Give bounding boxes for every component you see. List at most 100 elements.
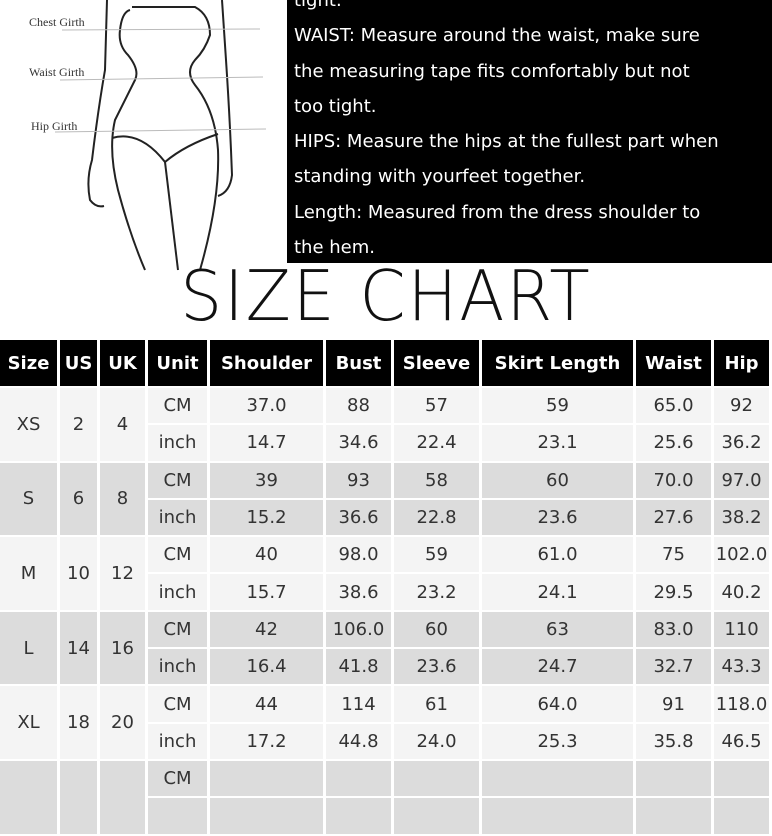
- value-cell: 36.2: [714, 425, 772, 463]
- value-cell: inch: [148, 723, 210, 761]
- uk-cell: [100, 760, 148, 836]
- size-cell: L: [0, 611, 60, 687]
- table-row-cm: CM: [148, 760, 772, 799]
- table-header: Size US UK Unit Shoulder Bust Sleeve Skirt Leng…: [0, 340, 772, 388]
- table-row-cm: CM 42 106.0 60 63 83.0 110: [148, 611, 772, 650]
- value-cell: 25.6: [636, 425, 714, 463]
- value-cell: 118.0: [714, 686, 772, 724]
- table-row-group: CM: [0, 760, 772, 836]
- us-cell: 14: [60, 611, 100, 687]
- value-cell: [394, 760, 482, 799]
- value-cell: 24.1: [482, 574, 636, 612]
- value-cell: [482, 760, 636, 799]
- us-cell: [60, 760, 100, 836]
- value-cell: inch: [148, 649, 210, 687]
- value-cell: [714, 798, 772, 836]
- value-cell: 27.6: [636, 499, 714, 538]
- table-row-group: S 6 8 CM 39 93 58 60 70.0 97.0 inch 15.2 36.6 22.8 23.…: [0, 462, 772, 538]
- value-cell: 24.7: [482, 649, 636, 687]
- column-header: Hip: [714, 340, 772, 388]
- uk-cell: 4: [100, 388, 148, 463]
- size-cell: XL: [0, 686, 60, 761]
- value-cell: 64.0: [482, 686, 636, 724]
- value-cell: 38.2: [714, 499, 772, 538]
- value-cell: CM: [148, 388, 210, 426]
- value-cell: [394, 798, 482, 836]
- value-cell: CM: [148, 686, 210, 724]
- column-header: US: [60, 340, 100, 388]
- column-header: UK: [100, 340, 148, 388]
- value-cell: inch: [148, 425, 210, 463]
- value-cell: CM: [148, 611, 210, 650]
- value-cell: 44: [210, 686, 326, 724]
- table-row-cm: CM 44 114 61 64.0 91 118.0: [148, 686, 772, 724]
- value-cell: 59: [482, 388, 636, 426]
- value-cell: 98.0: [326, 537, 394, 575]
- table-row-cm: CM 40 98.0 59 61.0 75 102.0: [148, 537, 772, 575]
- size-chart-table: Size US UK Unit Shoulder Bust Sleeve Skirt Leng…: [0, 340, 772, 836]
- instruction-line: tight.: [294, 0, 342, 11]
- value-cell: 22.8: [394, 499, 482, 538]
- value-cell: 39: [210, 462, 326, 500]
- us-cell: 18: [60, 686, 100, 761]
- value-cell: 92: [714, 388, 772, 426]
- value-cell: 16.4: [210, 649, 326, 687]
- value-cell: 97.0: [714, 462, 772, 500]
- value-cell: 57: [394, 388, 482, 426]
- value-cell: 22.4: [394, 425, 482, 463]
- value-cell: 23.2: [394, 574, 482, 612]
- value-cell: CM: [148, 760, 210, 799]
- value-cell: CM: [148, 537, 210, 575]
- value-cell: 42: [210, 611, 326, 650]
- value-cell: 63: [482, 611, 636, 650]
- value-cell: 25.3: [482, 723, 636, 761]
- value-cell: 41.8: [326, 649, 394, 687]
- body-outline-illustration: [54, 0, 267, 271]
- value-cell: [636, 760, 714, 799]
- measurement-instructions: tight. WAIST: Measure around the waist, m…: [287, 0, 772, 263]
- column-header: Skirt Length: [482, 340, 636, 388]
- column-header: Sleeve: [394, 340, 482, 388]
- value-cell: 32.7: [636, 649, 714, 687]
- size-cell: [0, 760, 60, 836]
- table-row-group: XS 2 4 CM 37.0 88 57 59 65.0 92 inch 14.7 34.6 22.4 23…: [0, 388, 772, 463]
- table-row-group: M 10 12 CM 40 98.0 59 61.0 75 102.0 inch 15.7 38.6 23…: [0, 537, 772, 612]
- table-row-group: XL 18 20 CM 44 114 61 64.0 91 118.0 inch 17.2 44.8 24…: [0, 686, 772, 761]
- uk-cell: 16: [100, 611, 148, 687]
- value-cell: 65.0: [636, 388, 714, 426]
- table-row-cm: CM 37.0 88 57 59 65.0 92: [148, 388, 772, 426]
- waist-girth-label: Waist Girth: [29, 65, 85, 79]
- table-row-inch: inch 15.7 38.6 23.2 24.1 29.5 40.2: [148, 574, 772, 612]
- value-cell: 36.6: [326, 499, 394, 538]
- page-title: SIZE CHART: [180, 256, 592, 337]
- us-cell: 2: [60, 388, 100, 463]
- value-cell: 24.0: [394, 723, 482, 761]
- value-cell: 93: [326, 462, 394, 500]
- value-cell: inch: [148, 499, 210, 538]
- value-cell: CM: [148, 462, 210, 500]
- value-cell: 15.7: [210, 574, 326, 612]
- instruction-line: Length: Measured from the dress shoulder…: [294, 201, 701, 223]
- us-cell: 6: [60, 462, 100, 538]
- uk-cell: 12: [100, 537, 148, 612]
- chest-girth-label: Chest Girth: [29, 15, 85, 29]
- value-cell: 58: [394, 462, 482, 500]
- us-cell: 10: [60, 537, 100, 612]
- table-row-cm: CM 39 93 58 60 70.0 97.0: [148, 462, 772, 500]
- instruction-line: the hem.: [294, 237, 375, 259]
- value-cell: 23.6: [394, 649, 482, 687]
- column-header: Bust: [326, 340, 394, 388]
- column-header: Shoulder: [210, 340, 326, 388]
- instruction-line: WAIST: Measure around the waist, make su…: [294, 25, 700, 47]
- size-cell: S: [0, 462, 60, 538]
- value-cell: [326, 760, 394, 799]
- column-header: Unit: [148, 340, 210, 388]
- value-cell: 23.1: [482, 425, 636, 463]
- value-cell: 17.2: [210, 723, 326, 761]
- size-cell: M: [0, 537, 60, 612]
- value-cell: 61: [394, 686, 482, 724]
- value-cell: [714, 760, 772, 799]
- value-cell: [210, 760, 326, 799]
- value-cell: [148, 798, 210, 836]
- value-cell: 83.0: [636, 611, 714, 650]
